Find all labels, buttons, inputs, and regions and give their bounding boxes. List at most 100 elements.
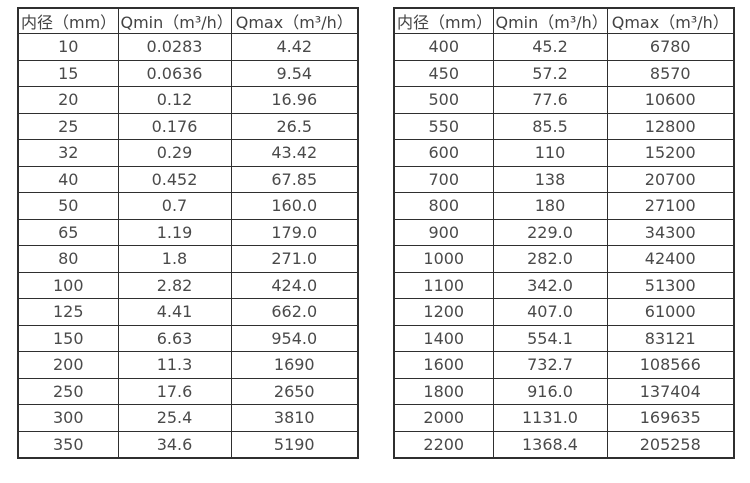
table-cell: 61000 xyxy=(606,298,735,326)
table-row: 1100 342.0 51300 xyxy=(393,271,735,299)
table-row: 40 0.452 67.85 xyxy=(17,165,359,193)
table-cell: 6.63 xyxy=(117,324,232,352)
table-cell: 180 xyxy=(492,192,608,220)
table-cell: 20 xyxy=(17,86,119,114)
table-cell: 1400 xyxy=(393,324,494,352)
table-cell: 916.0 xyxy=(492,377,608,405)
table-row: 65 1.19 179.0 xyxy=(17,218,359,246)
table-cell: 16.96 xyxy=(230,86,359,114)
table-cell: 1.19 xyxy=(117,218,232,246)
table-cell: 4.42 xyxy=(230,33,359,61)
table-cell: 160.0 xyxy=(230,192,359,220)
table-row: 700 138 20700 xyxy=(393,165,735,193)
flow-spec-tables: 内径（mm） Qmin（m³/h） Qmax（m³/h） 10 0.0283 4.42 15… xyxy=(17,7,735,459)
table-cell: 954.0 xyxy=(230,324,359,352)
table-row: 2200 1368.4 205258 xyxy=(393,430,735,458)
table-cell: 3810 xyxy=(230,404,359,432)
table-row: 300 25.4 3810 xyxy=(17,404,359,432)
table-row: 350 34.6 5190 xyxy=(17,430,359,458)
table-cell: 250 xyxy=(17,377,119,405)
table-row: 125 4.41 662.0 xyxy=(17,298,359,326)
table-cell: 51300 xyxy=(606,271,735,299)
table-cell: 0.29 xyxy=(117,139,232,167)
diameter-flow-table-small: 内径（mm） Qmin（m³/h） Qmax（m³/h） 10 0.0283 4.42 15… xyxy=(17,7,359,459)
column-header: Qmax（m³/h） xyxy=(230,7,359,34)
table-row: 600 110 15200 xyxy=(393,139,735,167)
table-cell: 12800 xyxy=(606,112,735,140)
table-row: 80 1.8 271.0 xyxy=(17,245,359,273)
table-cell: 169635 xyxy=(606,404,735,432)
header-row: 内径（mm） Qmin（m³/h） Qmax（m³/h） xyxy=(393,7,735,34)
table-cell: 15200 xyxy=(606,139,735,167)
table-row: 800 180 27100 xyxy=(393,192,735,220)
table-cell: 600 xyxy=(393,139,494,167)
table-cell: 700 xyxy=(393,165,494,193)
table-cell: 732.7 xyxy=(492,351,608,379)
table-cell: 2200 xyxy=(393,430,494,458)
table-cell: 1200 xyxy=(393,298,494,326)
table-cell: 32 xyxy=(17,139,119,167)
table-cell: 1.8 xyxy=(117,245,232,273)
table-row: 20 0.12 16.96 xyxy=(17,86,359,114)
table-row: 50 0.7 160.0 xyxy=(17,192,359,220)
table-cell: 26.5 xyxy=(230,112,359,140)
table-row: 1200 407.0 61000 xyxy=(393,298,735,326)
table-cell: 10 xyxy=(17,33,119,61)
header-row: 内径（mm） Qmin（m³/h） Qmax（m³/h） xyxy=(17,7,359,34)
table-row: 2000 1131.0 169635 xyxy=(393,404,735,432)
table-cell: 15 xyxy=(17,59,119,87)
table-row: 25 0.176 26.5 xyxy=(17,112,359,140)
table-cell: 200 xyxy=(17,351,119,379)
column-header: Qmax（m³/h） xyxy=(606,7,735,34)
table-row: 250 17.6 2650 xyxy=(17,377,359,405)
table-cell: 554.1 xyxy=(492,324,608,352)
table-cell: 2.82 xyxy=(117,271,232,299)
table-cell: 17.6 xyxy=(117,377,232,405)
table-cell: 1600 xyxy=(393,351,494,379)
table-cell: 85.5 xyxy=(492,112,608,140)
table-cell: 229.0 xyxy=(492,218,608,246)
table-cell: 10600 xyxy=(606,86,735,114)
table-cell: 25 xyxy=(17,112,119,140)
table-cell: 125 xyxy=(17,298,119,326)
table-row: 1600 732.7 108566 xyxy=(393,351,735,379)
table-cell: 9.54 xyxy=(230,59,359,87)
table-cell: 40 xyxy=(17,165,119,193)
table-cell: 100 xyxy=(17,271,119,299)
table-cell: 138 xyxy=(492,165,608,193)
table-cell: 342.0 xyxy=(492,271,608,299)
table-cell: 65 xyxy=(17,218,119,246)
table-row: 900 229.0 34300 xyxy=(393,218,735,246)
table-cell: 0.452 xyxy=(117,165,232,193)
table-cell: 1368.4 xyxy=(492,430,608,458)
table-cell: 0.7 xyxy=(117,192,232,220)
table-cell: 1800 xyxy=(393,377,494,405)
table-row: 32 0.29 43.42 xyxy=(17,139,359,167)
table-cell: 271.0 xyxy=(230,245,359,273)
table-row: 550 85.5 12800 xyxy=(393,112,735,140)
table-cell: 50 xyxy=(17,192,119,220)
table-cell: 2000 xyxy=(393,404,494,432)
table-cell: 4.41 xyxy=(117,298,232,326)
table-cell: 1100 xyxy=(393,271,494,299)
diameter-flow-table-large: 内径（mm） Qmin（m³/h） Qmax（m³/h） 400 45.2 6780 450… xyxy=(393,7,735,459)
table-cell: 5190 xyxy=(230,430,359,458)
table-cell: 45.2 xyxy=(492,33,608,61)
table-cell: 34300 xyxy=(606,218,735,246)
table-row: 200 11.3 1690 xyxy=(17,351,359,379)
table-cell: 1131.0 xyxy=(492,404,608,432)
table-cell: 110 xyxy=(492,139,608,167)
table-cell: 77.6 xyxy=(492,86,608,114)
table-cell: 20700 xyxy=(606,165,735,193)
table-cell: 407.0 xyxy=(492,298,608,326)
table-cell: 137404 xyxy=(606,377,735,405)
table-cell: 2650 xyxy=(230,377,359,405)
table-row: 1800 916.0 137404 xyxy=(393,377,735,405)
table-cell: 11.3 xyxy=(117,351,232,379)
table-row: 400 45.2 6780 xyxy=(393,33,735,61)
table-cell: 900 xyxy=(393,218,494,246)
table-cell: 42400 xyxy=(606,245,735,273)
table-row: 10 0.0283 4.42 xyxy=(17,33,359,61)
table-cell: 6780 xyxy=(606,33,735,61)
table-cell: 800 xyxy=(393,192,494,220)
